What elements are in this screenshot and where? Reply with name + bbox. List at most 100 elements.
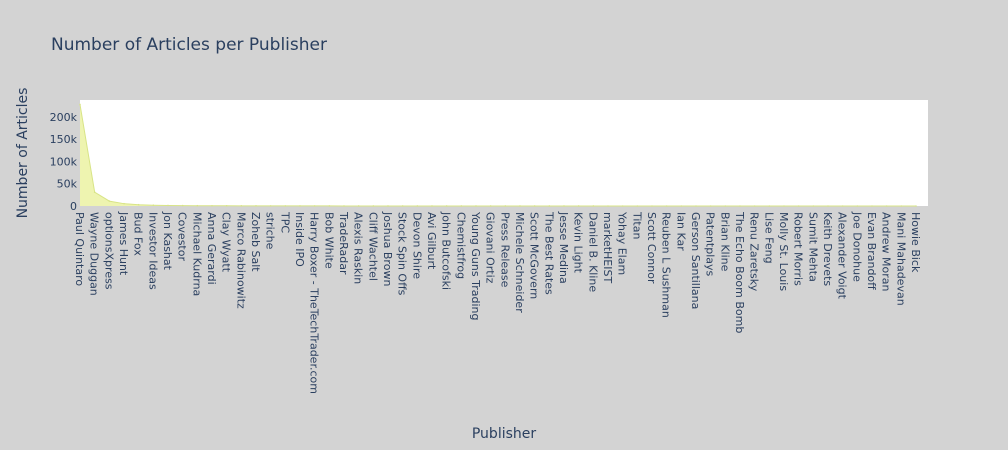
data-point [108,200,111,202]
data-point [636,205,639,207]
x-tick-label: Scott Connor [645,212,658,284]
data-point [401,205,404,207]
x-tick-label: The Echo Boom Bomb [733,211,746,333]
data-point [797,205,800,207]
x-tick-label: Molly St. Louis [777,212,790,291]
x-tick-label: John Butcofski [440,211,453,290]
area-line [79,104,916,207]
area-series [79,103,917,207]
y-tick-label: 200k [50,111,78,124]
x-tick-label: The Best Rates [542,211,555,295]
data-point [79,103,81,106]
data-point [196,204,199,207]
data-point [753,205,756,207]
x-tick-label: Anna Gerardi [205,212,218,285]
x-tick-label: Michele Schneider [513,212,526,313]
data-point [827,205,829,207]
data-point [240,205,243,207]
x-tick-label: Alexis Raskin [352,212,365,284]
data-point [621,205,624,207]
data-point [651,205,653,207]
data-point [739,205,741,207]
data-point [181,204,184,207]
data-point [372,205,375,207]
data-point [445,205,448,207]
x-tick-label: TradeRadar [337,211,350,275]
data-point [387,205,389,207]
data-point [284,205,287,207]
x-tick-label: Ian Kar [674,212,687,251]
data-point [211,204,213,207]
x-tick-label: Stock Spin Offs [396,212,409,296]
x-tick-label: Marco Rabinowitz [234,212,247,309]
x-tick-label: Joe Donohue [850,211,863,282]
x-axis-title: Publisher [472,426,537,442]
data-point [123,202,125,205]
x-tick-label: Lise Feng [762,212,775,264]
x-tick-label: Covestor [176,212,189,261]
data-point [519,205,521,207]
x-tick-label: Cliff Wachtel [366,212,379,281]
x-tick-label: Kevin Light [572,212,585,274]
data-point [431,205,433,207]
x-tick-label: Jesse Medina [557,211,570,284]
x-tick-label: James Hunt [117,211,130,276]
x-tick-label: Zoheb Salt [249,212,262,272]
data-point [255,205,257,207]
x-tick-label: Brian Kline [718,212,731,272]
data-point [460,205,463,207]
data-point [93,191,96,193]
x-tick-label: Investor Ideas [146,212,159,290]
x-tick-label: Howie Bick [909,212,922,273]
y-tick-label: 100k [50,155,78,168]
data-point [680,205,683,207]
data-point [695,205,697,207]
x-tick-label: Devon Shire [410,212,423,279]
data-point [475,205,477,207]
data-point [607,205,609,207]
x-tick-label: Daniel B. Kline [586,212,599,292]
data-point [328,205,331,207]
data-point [665,205,668,207]
x-tick-label: Reuben L Sushman [660,212,673,318]
x-tick-label: Avi Gilburt [425,212,438,270]
x-tick-label: Bud Fox [132,212,145,256]
x-tick-label: Andrew Moran [880,212,893,292]
data-point [709,205,712,207]
x-tick-label: Yohay Elam [616,211,629,275]
x-tick-label: Michael Kudrna [190,212,203,296]
data-point [269,205,272,207]
data-point [841,205,844,207]
x-tick-label: Evan Brandoff [865,212,878,290]
x-tick-label: Mani Mahadevan [894,212,907,306]
y-tick-label: 150k [50,133,78,146]
data-point [343,205,345,207]
x-tick-label: Harry Boxer - TheTechTrader.com [308,212,321,394]
x-tick-label: Paul Quintaro [73,212,86,286]
x-tick-label: Clay Wyatt [220,212,233,273]
x-tick-label: Wayne Duggan [88,212,101,296]
data-point [225,205,228,207]
y-axis-ticks: 0 50k 100k 150k 200k [50,111,78,213]
data-point [416,205,419,207]
plot-area [80,100,928,206]
y-tick-label: 50k [57,178,78,191]
data-point [577,205,580,207]
data-point [724,205,727,207]
data-point [592,205,595,207]
data-point [357,205,360,207]
data-point [313,205,316,207]
data-point [856,205,859,207]
x-tick-label: Young Guns Trading [469,211,482,320]
x-tick-label: Scott McGovern [528,212,541,299]
data-point [812,205,815,207]
x-tick-label: Giovani Ortiz [484,212,497,284]
data-point [167,204,169,207]
x-tick-label: Renu Zaretsky [748,212,761,292]
data-point [489,205,492,207]
data-point [783,205,785,207]
x-tick-label: Jon Kashat [161,211,174,271]
x-axis-ticks: Paul Quintaro Wayne Duggan optionsXpress Ja… [73,211,922,394]
data-point [548,205,551,207]
data-point [152,204,155,206]
